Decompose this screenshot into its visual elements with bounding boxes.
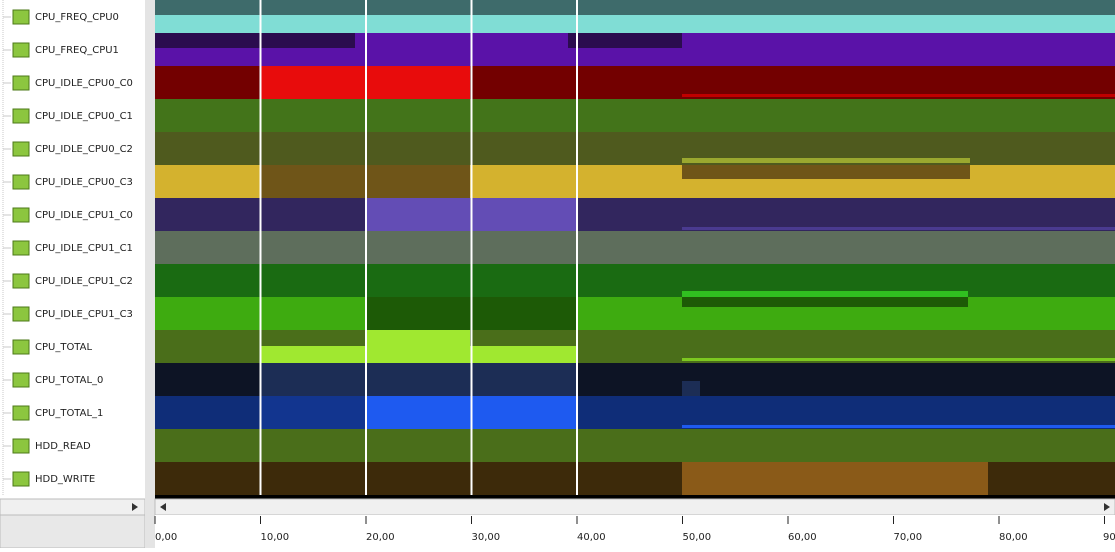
state-segment [470, 346, 577, 363]
time-tick-label: 60,00 [788, 532, 817, 543]
splitter[interactable] [145, 0, 155, 548]
track-icon [12, 174, 30, 190]
track-label: CPU_IDLE_CPU0_C0 [35, 78, 133, 89]
state-segment [682, 94, 1115, 97]
track-label: CPU_TOTAL_0 [35, 375, 103, 386]
track-icon [12, 240, 30, 256]
state-segment [260, 363, 577, 396]
track-label: CPU_IDLE_CPU1_C1 [35, 243, 133, 254]
track-label: CPU_TOTAL_1 [35, 408, 103, 419]
state-segment [366, 330, 470, 363]
state-segment [155, 33, 355, 48]
state-segment [260, 346, 366, 363]
time-tick-label: 10,00 [261, 532, 290, 543]
track-band [155, 99, 1115, 132]
track-icon [12, 42, 30, 58]
state-segment [682, 462, 988, 495]
track-icon [12, 207, 30, 223]
track-band [155, 132, 1115, 165]
track-label: CPU_TOTAL [35, 342, 92, 353]
track-label: CPU_IDLE_CPU0_C2 [35, 144, 133, 155]
track-band [155, 231, 1115, 264]
track-band [155, 264, 1115, 297]
track-icon [12, 339, 30, 355]
state-segment [682, 297, 968, 307]
track-icon [12, 306, 30, 322]
state-segment [682, 165, 970, 179]
track-band [155, 297, 1115, 330]
band-bottom [155, 495, 1115, 499]
state-segment [682, 425, 1115, 428]
tree-scrollbar[interactable] [0, 498, 146, 516]
time-tick-label: 40,00 [577, 532, 606, 543]
state-segment [682, 358, 1115, 361]
time-tick-label: 20,00 [366, 532, 395, 543]
time-axis [155, 515, 1115, 548]
time-tick-label: 70,00 [894, 532, 923, 543]
time-tick-label: 50,00 [683, 532, 712, 543]
track-label: CPU_FREQ_CPU1 [35, 45, 119, 56]
track-label: CPU_IDLE_CPU0_C1 [35, 111, 133, 122]
track-icon [12, 471, 30, 487]
time-tick-label: 80,00 [999, 532, 1028, 543]
state-segment [682, 381, 700, 396]
track-label: HDD_READ [35, 441, 91, 452]
track-label: CPU_FREQ_CPU0 [35, 12, 119, 23]
scroll-right-arrow[interactable] [132, 503, 138, 511]
state-segment [682, 291, 968, 297]
scroll-right-arrow[interactable] [1104, 503, 1110, 511]
track-band [155, 429, 1115, 462]
track-icon [12, 372, 30, 388]
track-band [155, 198, 1115, 231]
track-icon [12, 75, 30, 91]
track-label: CPU_IDLE_CPU1_C3 [35, 309, 133, 320]
state-segment [260, 396, 366, 429]
state-segment [155, 0, 1115, 15]
track-icon [12, 438, 30, 454]
time-tick-label: 30,00 [472, 532, 501, 543]
track-icon [12, 108, 30, 124]
track-icon [12, 405, 30, 421]
track-label: CPU_IDLE_CPU0_C3 [35, 177, 133, 188]
time-tick-label: 90,00 [1103, 532, 1115, 543]
track-label: HDD_WRITE [35, 474, 95, 485]
track-icon [12, 141, 30, 157]
time-scrollbar[interactable] [154, 498, 1115, 516]
track-label: CPU_IDLE_CPU1_C0 [35, 210, 133, 221]
state-segment [682, 158, 970, 163]
track-icon [12, 273, 30, 289]
time-tick-label: 0,00 [155, 532, 177, 543]
track-icon [12, 9, 30, 25]
track-label: CPU_IDLE_CPU1_C2 [35, 276, 133, 287]
scroll-left-arrow[interactable] [160, 503, 166, 511]
state-segment [568, 33, 682, 48]
state-segment [682, 227, 1115, 230]
tree-footer [0, 514, 146, 549]
